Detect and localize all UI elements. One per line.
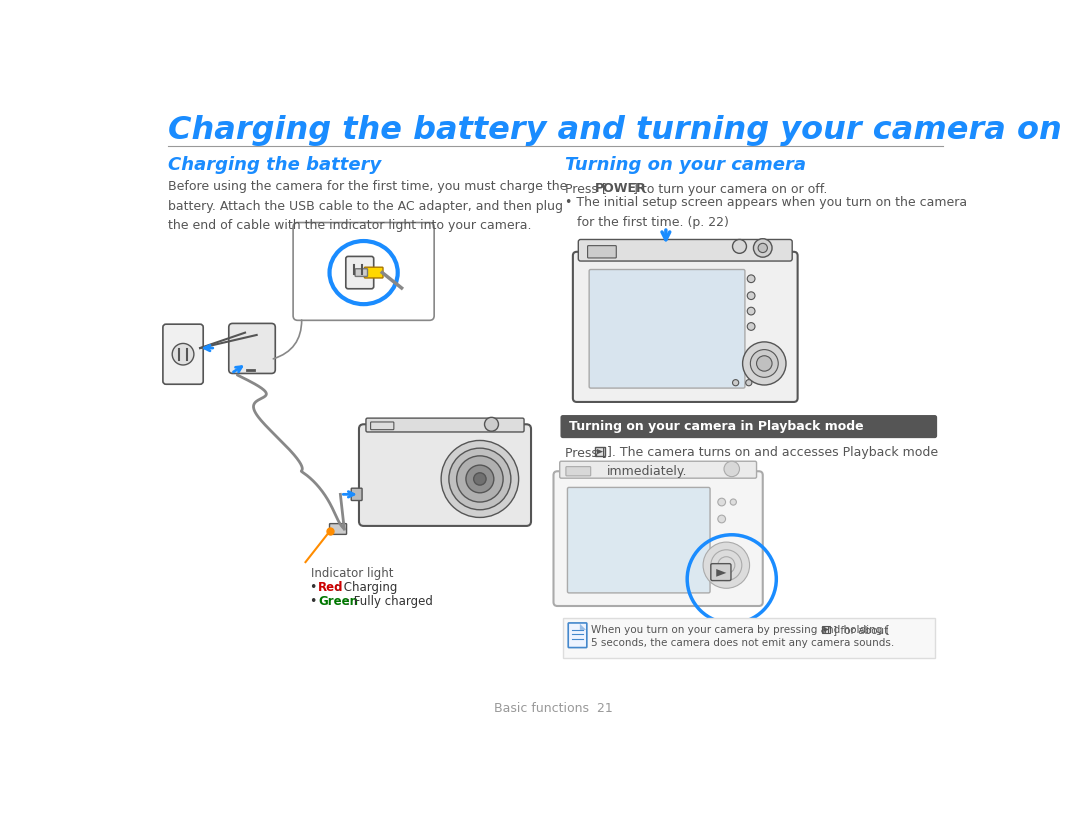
Circle shape	[754, 239, 772, 258]
Text: ] to turn your camera on or off.: ] to turn your camera on or off.	[633, 183, 827, 196]
Text: Press [: Press [	[565, 183, 607, 196]
FancyBboxPatch shape	[370, 422, 394, 430]
FancyBboxPatch shape	[711, 564, 731, 580]
FancyBboxPatch shape	[364, 267, 383, 278]
Circle shape	[485, 417, 499, 431]
FancyBboxPatch shape	[559, 461, 757, 478]
Polygon shape	[716, 569, 727, 577]
FancyBboxPatch shape	[163, 324, 203, 384]
FancyBboxPatch shape	[366, 418, 524, 432]
Circle shape	[703, 542, 750, 588]
Circle shape	[747, 323, 755, 330]
Circle shape	[751, 350, 779, 377]
Text: Indicator light: Indicator light	[311, 567, 393, 580]
Polygon shape	[580, 623, 586, 630]
FancyBboxPatch shape	[566, 467, 591, 476]
Text: Charging the battery: Charging the battery	[167, 156, 381, 174]
Circle shape	[758, 244, 768, 253]
FancyBboxPatch shape	[293, 222, 434, 320]
Circle shape	[757, 356, 772, 371]
Text: When you turn on your camera by pressing and holding [: When you turn on your camera by pressing…	[592, 625, 890, 635]
Circle shape	[465, 465, 494, 493]
FancyBboxPatch shape	[578, 240, 793, 261]
FancyBboxPatch shape	[572, 252, 798, 402]
Polygon shape	[597, 449, 603, 454]
Text: Press [: Press [	[565, 446, 607, 459]
FancyBboxPatch shape	[822, 626, 831, 633]
Circle shape	[730, 499, 737, 505]
Text: 5 seconds, the camera does not emit any camera sounds.: 5 seconds, the camera does not emit any …	[592, 638, 894, 649]
Text: Charging the battery and turning your camera on: Charging the battery and turning your ca…	[167, 115, 1062, 146]
FancyBboxPatch shape	[568, 623, 586, 648]
Circle shape	[457, 456, 503, 502]
Text: ] for about: ] for about	[834, 625, 889, 635]
Circle shape	[732, 240, 746, 253]
FancyBboxPatch shape	[588, 245, 617, 258]
Text: •: •	[309, 581, 316, 594]
Circle shape	[441, 440, 518, 518]
FancyBboxPatch shape	[229, 324, 275, 373]
FancyBboxPatch shape	[590, 270, 745, 388]
Text: Turning on your camera: Turning on your camera	[565, 156, 806, 174]
FancyBboxPatch shape	[355, 269, 367, 276]
Circle shape	[172, 343, 194, 365]
Circle shape	[474, 473, 486, 485]
FancyBboxPatch shape	[351, 488, 362, 500]
Circle shape	[747, 275, 755, 283]
Text: Turning on your camera in Playback mode: Turning on your camera in Playback mode	[569, 420, 864, 433]
FancyBboxPatch shape	[359, 425, 531, 526]
Circle shape	[724, 461, 740, 477]
Text: : Charging: : Charging	[336, 581, 397, 594]
Polygon shape	[823, 627, 829, 632]
Circle shape	[449, 448, 511, 509]
FancyBboxPatch shape	[554, 471, 762, 606]
Text: Basic functions  21: Basic functions 21	[495, 702, 612, 715]
Text: •: •	[309, 595, 316, 608]
FancyBboxPatch shape	[346, 257, 374, 289]
Circle shape	[711, 550, 742, 580]
Text: Green: Green	[318, 595, 357, 608]
FancyBboxPatch shape	[329, 523, 347, 535]
Circle shape	[747, 307, 755, 315]
Circle shape	[732, 380, 739, 385]
FancyBboxPatch shape	[563, 618, 935, 658]
FancyBboxPatch shape	[561, 415, 937, 438]
Text: : Fully charged: : Fully charged	[346, 595, 433, 608]
Text: Red: Red	[318, 581, 343, 594]
Circle shape	[743, 341, 786, 385]
Text: Before using the camera for the first time, you must charge the
battery. Attach : Before using the camera for the first ti…	[167, 180, 567, 232]
FancyBboxPatch shape	[567, 487, 710, 593]
Text: POWER: POWER	[595, 183, 646, 196]
Text: • The initial setup screen appears when you turn on the camera
   for the first : • The initial setup screen appears when …	[565, 196, 968, 229]
Circle shape	[745, 380, 752, 385]
Circle shape	[718, 515, 726, 523]
Circle shape	[718, 557, 734, 574]
FancyBboxPatch shape	[595, 447, 605, 456]
Circle shape	[747, 292, 755, 300]
Circle shape	[718, 498, 726, 506]
Text: ]. The camera turns on and accesses Playback mode
immediately.: ]. The camera turns on and accesses Play…	[607, 446, 939, 478]
